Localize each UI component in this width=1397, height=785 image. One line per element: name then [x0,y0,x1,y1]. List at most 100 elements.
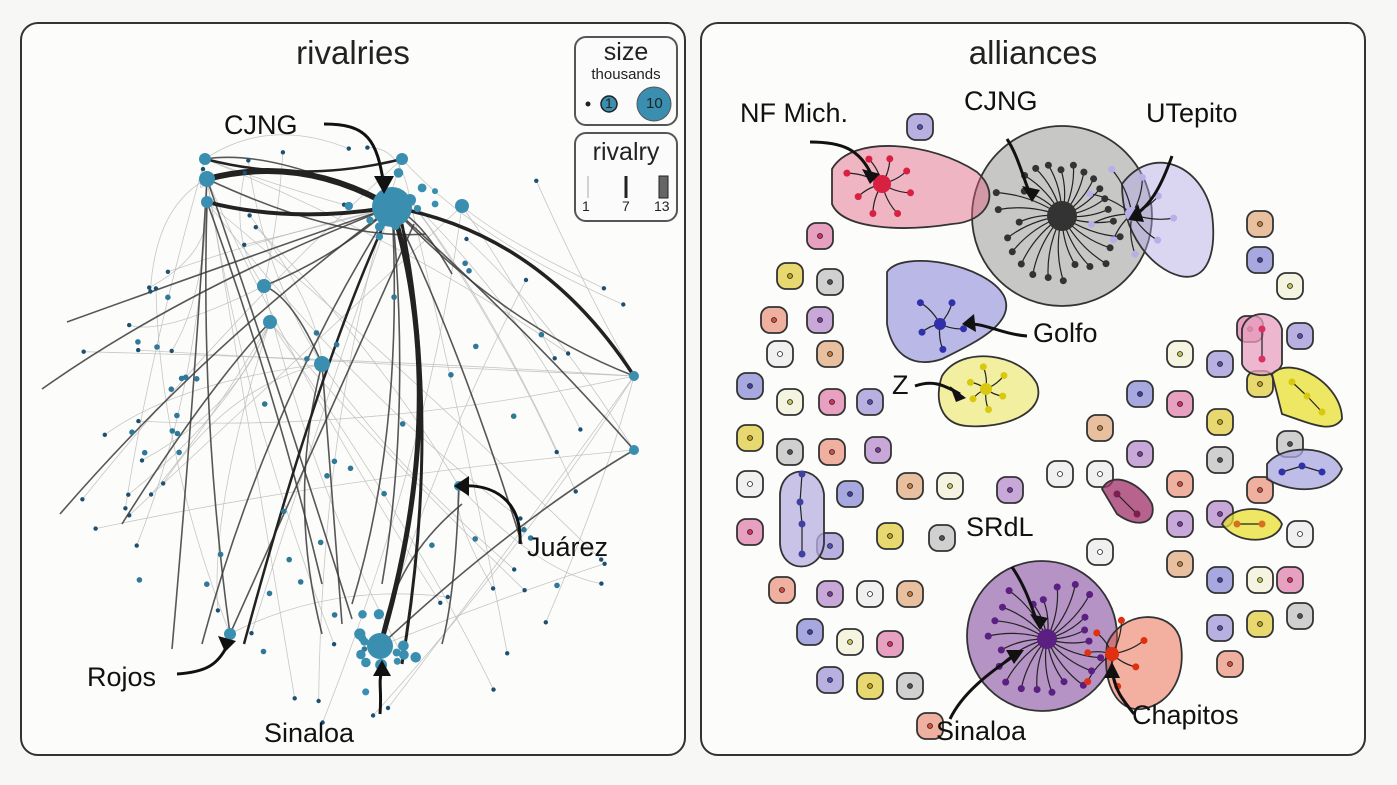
rivalry-node-small [365,145,370,150]
rivalry-node-small [331,612,338,618]
rivalry-edge-medium [201,206,393,645]
rivalry-edge-strong [242,206,394,645]
small-group-node [1258,325,1266,333]
rivalry-node-sinaloa-cluster [354,628,366,640]
rivalry-node-cjng-cluster [366,216,374,224]
nf-mich-group-member [907,189,914,197]
label-rojos: Rojos [87,662,157,692]
rivalry-edge-faint [466,238,635,451]
rivalry-node-small [320,720,325,725]
rivalry-node-sin [367,633,393,659]
rivalry-edge-faint [409,199,558,453]
rivalry-edge-strong [391,205,636,377]
rivalry-edge-medium [351,206,396,605]
sinaloa-group-member [1088,667,1096,675]
singleton-node [1227,661,1233,667]
rivalry-edge-strong [400,223,424,665]
singleton-node [1297,613,1303,619]
singleton-node [939,535,945,541]
rivalry-node-small [324,473,330,479]
rivalry-node-small [573,489,578,494]
utepito-group-member [1154,192,1162,200]
rivalry-edge-medium [381,206,401,585]
rivalry-node-small [260,648,267,655]
label-srdl: SRdL [966,512,1034,542]
sinaloa-group-member [1085,637,1093,645]
nf-mich-group-hub [873,175,891,193]
rivalry-node-small [552,356,557,361]
chapitos-group-member [1093,629,1101,637]
rivalry-node-small [464,236,469,242]
golfo-group-member [948,299,956,307]
singleton-node [771,317,777,323]
sinaloa-group-member [1097,654,1105,662]
chapitos-group-member [1084,678,1092,686]
sinaloa-group-member [1086,591,1094,598]
singleton-node [907,591,913,597]
singleton-node [817,317,823,323]
rivalry-node-sinaloa-cluster [392,648,401,657]
singleton-node [829,449,835,455]
nf-mich-group-member [843,169,851,177]
rivalry-legend-value-13: 13 [654,198,670,214]
rivalry-node-small [521,526,527,533]
singleton-node [1177,481,1183,487]
rivalry-edge-medium [391,206,635,451]
small-group-node [1133,510,1141,518]
sinaloa-group-member [997,646,1005,654]
sinaloa-group-member [1053,583,1061,591]
sinaloa-group-member [999,603,1006,611]
utepito-group-member [1087,220,1095,228]
cjng-group-member [1044,161,1052,169]
singleton-node [875,447,881,453]
hull-nf-mich [831,145,991,229]
singleton-node [887,641,893,647]
singleton-node [1257,577,1263,583]
singleton-node [1097,471,1103,477]
sinaloa-group-member [1048,688,1056,696]
rivalry-node-small [381,490,387,497]
z-group-member [966,378,974,386]
rivalry-node-small [518,516,523,521]
singleton-node [1297,333,1303,339]
alliance-singletons [736,113,1343,740]
rivalry-node-b3 [314,356,330,372]
rivalry-edge-faint [83,351,635,377]
sinaloa-group-member [1071,581,1079,588]
z-group-member [985,406,992,413]
small-group-node [1303,392,1311,400]
singleton-node [1257,221,1263,227]
small-group-edge [799,501,803,525]
rivalry-node-small [602,561,607,566]
small-group-edge [1306,395,1323,413]
rivalry-node-small [333,341,340,348]
rivalry-node-small [165,294,171,301]
rivalry-node-small [81,349,86,354]
rivalry-edge-medium [303,363,323,635]
rivalry-edge-medium [121,321,271,525]
rivalry-edge-faint [206,201,521,519]
singleton-node [847,491,853,497]
sinaloa-group-member [1039,596,1047,604]
singleton-node [1097,549,1103,555]
label-nf-mich: NF Mich. [740,98,848,128]
singleton-node [827,279,833,285]
cjng-group-member [992,189,1000,197]
annotation-arrowhead [950,386,966,402]
rivalry-node-small [522,588,527,593]
rivalry-node-small [165,269,171,274]
rivalry-edge-faint [206,178,441,604]
rivalry-edge-strong [377,206,422,647]
golfo-group-hub [934,318,946,330]
size-legend-subtitle: thousands [591,66,661,83]
rivalry-node-small [292,696,297,701]
rivalry-node-small [147,285,152,290]
annotation-arrow [809,140,874,177]
rivalry-edge-faint [167,206,393,273]
rivalry-edge-faint [461,205,556,359]
rivalry-node-small [491,687,496,692]
rivalry-node-sinaloa-cluster [356,649,366,660]
hull-chapitos [1105,616,1183,710]
rivalry-node-small [261,401,268,407]
annotation-arrowhead [218,636,236,652]
